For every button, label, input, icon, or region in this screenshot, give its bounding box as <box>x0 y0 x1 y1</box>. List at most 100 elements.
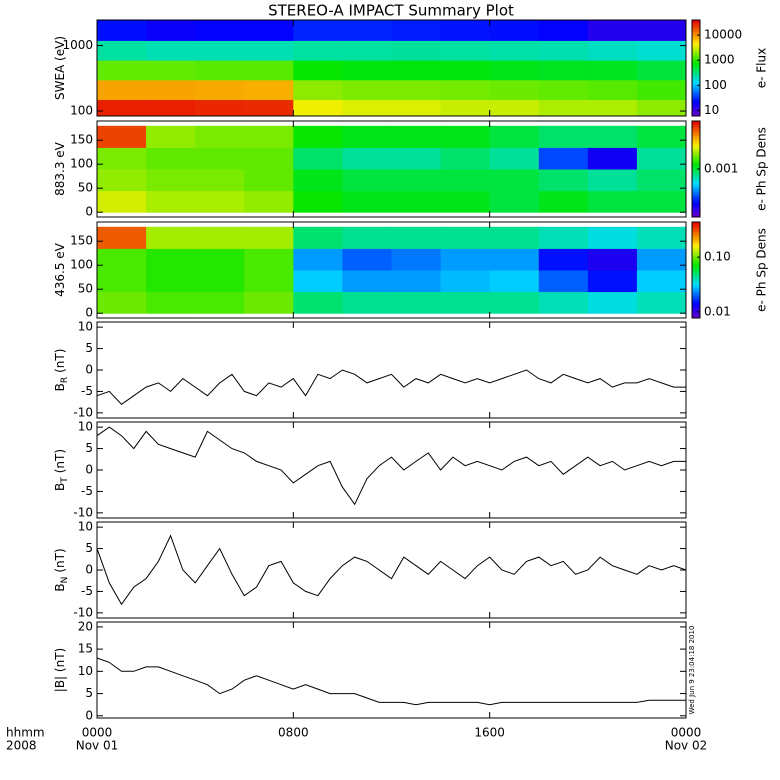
y-tick-label: 0 <box>85 463 93 477</box>
heatmap-cell <box>489 125 540 148</box>
colorbar-strip <box>692 271 700 274</box>
heatmap-cell <box>636 79 687 101</box>
colorbar-strip <box>692 250 700 253</box>
heatmap-cell <box>293 248 343 271</box>
colorbar-strip <box>692 74 700 77</box>
colorbar-strip <box>692 273 700 276</box>
colorbar-strip <box>692 196 700 199</box>
heatmap-cell <box>636 99 687 117</box>
heatmap-cell <box>391 147 442 170</box>
colorbar-strip <box>692 257 700 260</box>
colorbar-frame <box>691 19 701 117</box>
heatmap-cell <box>146 40 196 61</box>
heatmap-cell <box>440 190 491 213</box>
y-axis-label: BT (nT) <box>53 449 70 491</box>
heatmap-cell <box>342 99 392 117</box>
colorbar-strip <box>692 230 700 233</box>
colorbar-strip <box>692 197 700 200</box>
colorbar-label: e- Ph Sp Dens <box>755 228 769 312</box>
heatmap-cell <box>146 60 196 81</box>
heatmap-cell <box>342 291 392 314</box>
data-line <box>96 369 686 405</box>
colorbar-strip <box>692 84 700 87</box>
colorbar-strip <box>692 284 700 287</box>
y-tick-label: 100 <box>70 258 93 272</box>
colorbar-tick-label: 0.10 <box>704 250 731 264</box>
heatmap-cell <box>293 99 343 117</box>
panel-frame <box>96 421 687 519</box>
data-line <box>96 534 687 606</box>
heatmap-cell <box>489 20 540 41</box>
colorbar-strip <box>692 124 700 127</box>
colorbar-strip <box>692 180 700 183</box>
y-tick-label: 150 <box>70 133 93 147</box>
colorbar-strip <box>692 63 700 66</box>
colorbar-strip <box>692 162 700 165</box>
colorbar-strip <box>692 140 700 143</box>
heatmap-cell <box>342 20 392 41</box>
colorbar-strip <box>692 98 700 101</box>
colorbar-strip <box>692 101 700 104</box>
heatmap-cell <box>538 99 589 117</box>
colorbar-strip <box>692 69 700 72</box>
heatmap-cell <box>293 190 343 213</box>
colorbar-strip <box>692 213 700 216</box>
colorbar-strip <box>692 76 700 79</box>
heatmap-cell <box>195 20 245 41</box>
panel-frame <box>96 221 687 319</box>
colorbar-strip <box>692 262 700 265</box>
heatmap-cell <box>97 169 147 192</box>
heatmap-cell <box>293 169 343 192</box>
heatmap-cell <box>293 270 343 293</box>
colorbar-strip <box>692 246 700 249</box>
colorbar-strip <box>692 58 700 61</box>
colorbar-strip <box>692 255 700 258</box>
colorbar-frame <box>691 221 701 319</box>
colorbar-strip <box>692 201 700 204</box>
heatmap-cell <box>587 291 638 314</box>
heatmap-cell <box>636 169 687 192</box>
colorbar-strip <box>692 31 700 34</box>
colorbar-strip <box>692 96 700 99</box>
y-tick-label: 5 <box>85 341 93 355</box>
heatmap-cell <box>146 248 196 271</box>
colorbar-strip <box>692 297 700 300</box>
heatmap-cell <box>587 60 638 81</box>
heatmap-cell <box>146 20 196 41</box>
heatmap-cell <box>342 226 392 249</box>
heatmap-cell <box>489 270 540 293</box>
heatmap-cell <box>636 147 687 170</box>
chart-title: STEREO-A IMPACT Summary Plot <box>268 2 514 20</box>
colorbar-strip <box>692 20 700 23</box>
heatmap-cell <box>244 226 294 249</box>
colorbar-strip <box>692 28 700 31</box>
x-date-label: Nov 01 <box>76 739 119 753</box>
colorbar-strip <box>692 223 700 226</box>
heatmap-cell <box>146 79 196 101</box>
heatmap-cell <box>97 270 147 293</box>
colorbar-strip <box>692 258 700 261</box>
colorbar-strip <box>692 40 700 43</box>
colorbar-strip <box>692 125 700 128</box>
colorbar-strip <box>692 239 700 242</box>
colorbar-strip <box>692 249 700 252</box>
colorbar-strip <box>692 238 700 241</box>
colorbar-strip <box>692 21 700 24</box>
colorbar-strip <box>692 278 700 281</box>
panel-frame <box>96 321 687 419</box>
colorbar-strip <box>692 205 700 208</box>
heatmap-cell <box>195 270 245 293</box>
colorbar-strip <box>692 53 700 56</box>
heatmap-cell <box>489 99 540 117</box>
y-axis-label: 883.3 eV <box>53 141 67 196</box>
heatmap-cell <box>391 248 442 271</box>
heatmap-cell <box>391 99 442 117</box>
heatmap-cell <box>587 20 638 41</box>
colorbar-tick-label: 100 <box>704 78 727 92</box>
heatmap-cell <box>342 60 392 81</box>
heatmap-cell <box>244 20 294 41</box>
heatmap-cell <box>587 147 638 170</box>
heatmap-cell <box>391 270 442 293</box>
colorbar-strip <box>692 100 700 103</box>
colorbar-strip <box>692 305 700 308</box>
